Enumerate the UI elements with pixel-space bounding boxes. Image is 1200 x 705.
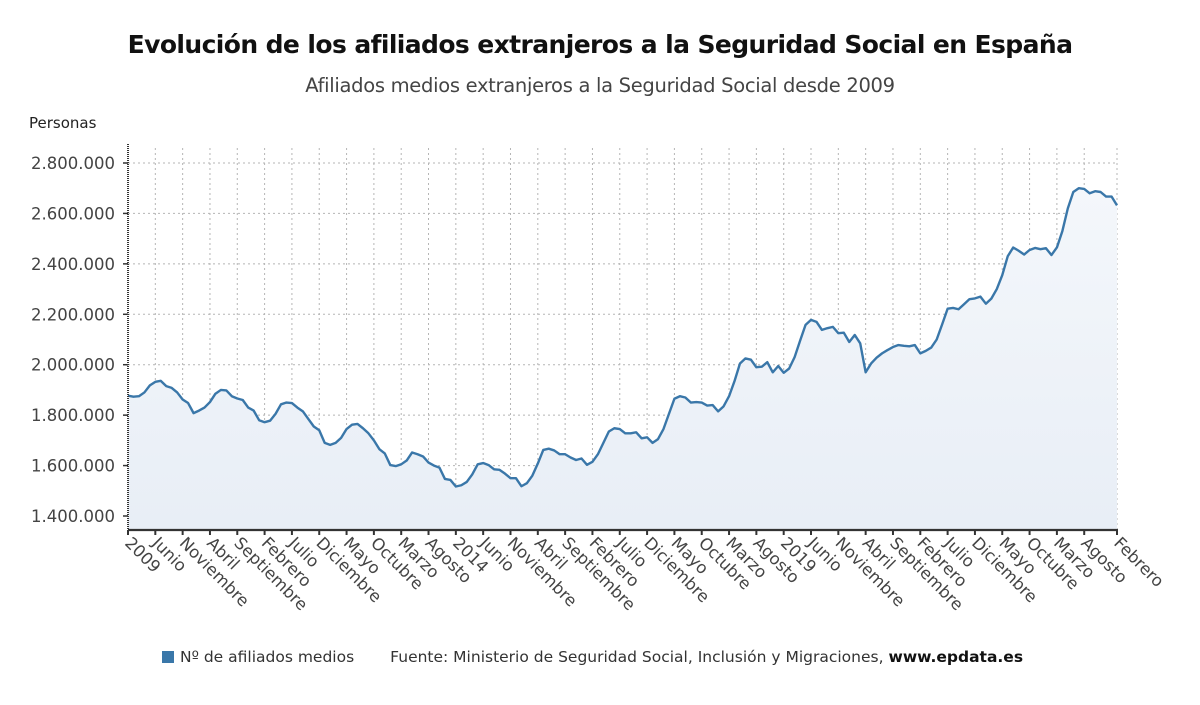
y-tick-label: 2.000.000 xyxy=(31,356,115,375)
series-area xyxy=(128,188,1117,530)
legend-label[interactable]: Nº de afiliados medios xyxy=(180,648,355,666)
y-tick-label: 2.600.000 xyxy=(31,204,115,223)
legend-swatch-icon xyxy=(162,651,174,663)
y-tick-label: 2.200.000 xyxy=(31,305,115,324)
y-axis-tick-labels: 1.400.000 1.600.000 1.800.000 2.000.000 2.20… xyxy=(31,154,115,526)
y-tick-label: 1.600.000 xyxy=(31,457,115,476)
y-tick-label: 2.800.000 xyxy=(31,154,115,173)
source-text: Fuente: Ministerio de Seguridad Social, … xyxy=(390,648,884,666)
series-line[interactable] xyxy=(127,187,1119,488)
y-axis-unit-label: Personas xyxy=(29,114,97,132)
y-tick-label: 1.800.000 xyxy=(31,406,115,425)
chart-subtitle: Afiliados medios extranjeros a la Seguri… xyxy=(305,74,895,97)
x-axis-tick-labels: 2009JunioNoviembreAbrilSeptiembreFebrero… xyxy=(121,533,1167,615)
chart-footer: Nº de afiliados medios Fuente: Ministeri… xyxy=(162,648,1023,666)
chart-title: Evolución de los afiliados extranjeros a… xyxy=(127,30,1073,59)
y-tick-label: 1.400.000 xyxy=(31,507,115,526)
source-link[interactable]: www.epdata.es xyxy=(888,648,1024,666)
axes xyxy=(123,144,1118,535)
y-tick-label: 2.400.000 xyxy=(31,255,115,274)
